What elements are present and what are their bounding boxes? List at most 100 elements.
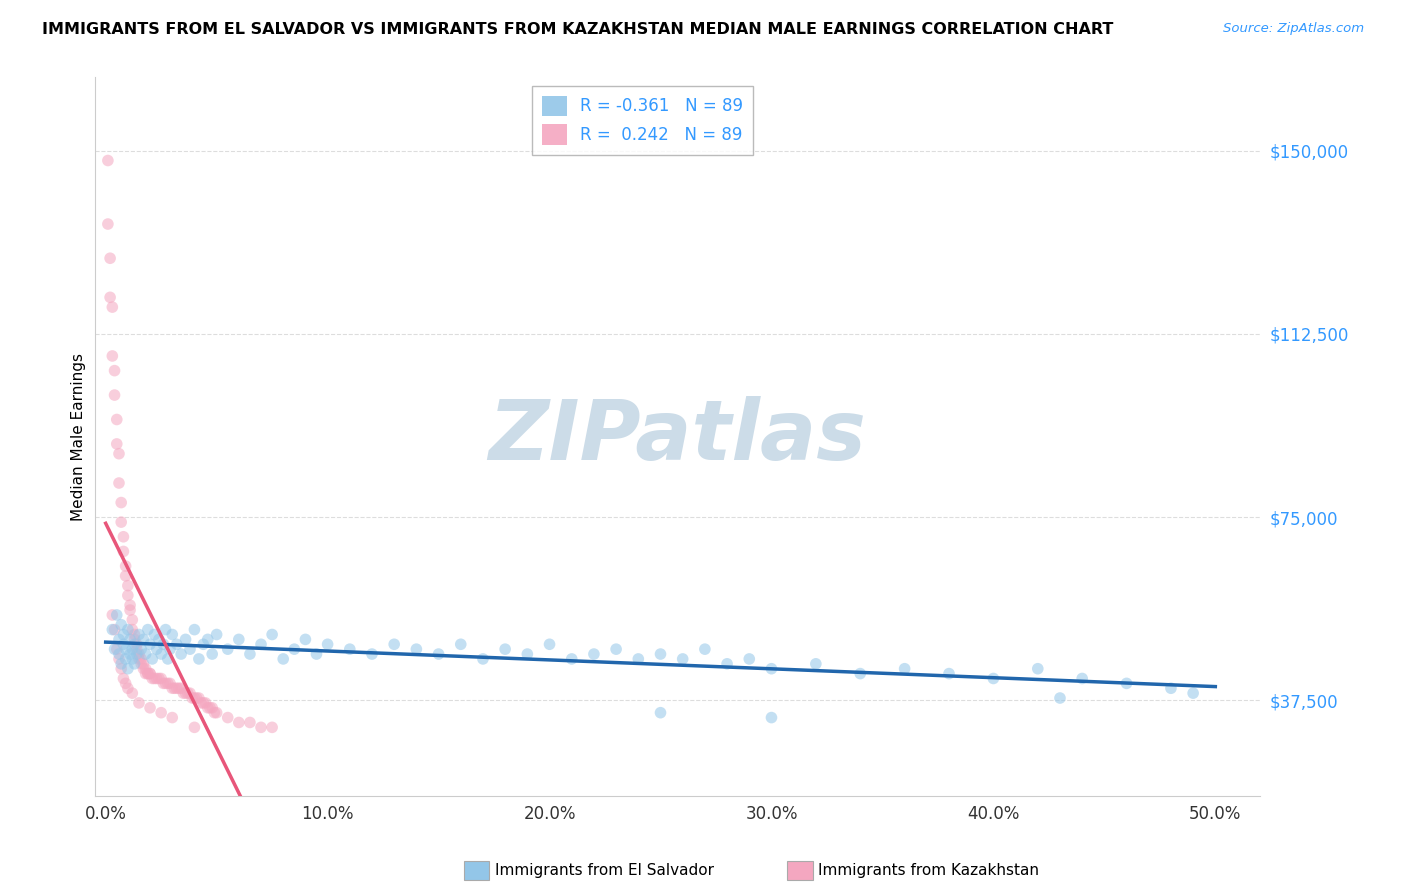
- Point: [121, 623, 143, 637]
- Point: [427, 647, 450, 661]
- Point: [124, 637, 146, 651]
- Point: [135, 666, 157, 681]
- Point: [117, 681, 139, 696]
- Point: [316, 637, 339, 651]
- Point: [382, 637, 405, 651]
- Point: [201, 647, 224, 661]
- Point: [605, 642, 627, 657]
- Point: [177, 686, 200, 700]
- Point: [627, 652, 650, 666]
- Point: [405, 642, 427, 657]
- Point: [124, 657, 146, 671]
- Point: [145, 672, 167, 686]
- Point: [98, 252, 121, 266]
- Point: [228, 632, 250, 647]
- Point: [97, 153, 120, 168]
- Point: [117, 589, 139, 603]
- Point: [112, 627, 135, 641]
- Point: [120, 647, 142, 661]
- Point: [108, 476, 131, 491]
- Point: [179, 642, 201, 657]
- Point: [159, 676, 181, 690]
- Point: [132, 632, 155, 647]
- Point: [114, 569, 136, 583]
- Point: [516, 647, 538, 661]
- Point: [139, 666, 162, 681]
- Point: [650, 706, 672, 720]
- Point: [938, 666, 960, 681]
- Point: [155, 676, 177, 690]
- Point: [105, 412, 128, 426]
- Point: [117, 662, 139, 676]
- Point: [187, 691, 209, 706]
- Point: [97, 217, 120, 231]
- Point: [167, 681, 190, 696]
- Point: [148, 672, 170, 686]
- Point: [121, 652, 143, 666]
- Point: [217, 710, 239, 724]
- Point: [1026, 662, 1049, 676]
- Point: [271, 652, 294, 666]
- Point: [201, 700, 224, 714]
- Point: [1182, 686, 1205, 700]
- Point: [139, 637, 162, 651]
- Point: [162, 627, 184, 641]
- Point: [582, 647, 605, 661]
- Point: [110, 515, 132, 529]
- Point: [141, 652, 163, 666]
- Point: [155, 623, 177, 637]
- Point: [170, 681, 193, 696]
- Point: [186, 691, 208, 706]
- Point: [152, 676, 174, 690]
- Point: [761, 662, 783, 676]
- Point: [117, 623, 139, 637]
- Point: [450, 637, 472, 651]
- Point: [101, 300, 124, 314]
- Point: [1160, 681, 1182, 696]
- Point: [143, 672, 166, 686]
- Point: [156, 676, 179, 690]
- Point: [194, 696, 217, 710]
- Point: [193, 637, 215, 651]
- Point: [108, 647, 131, 661]
- Point: [204, 706, 226, 720]
- Point: [183, 623, 205, 637]
- Point: [262, 627, 284, 641]
- Point: [129, 657, 152, 671]
- Point: [145, 642, 167, 657]
- Point: [294, 632, 316, 647]
- Point: [849, 666, 872, 681]
- Point: [98, 290, 121, 304]
- Point: [136, 666, 159, 681]
- Point: [197, 700, 219, 714]
- Point: [1071, 672, 1094, 686]
- Point: [193, 696, 215, 710]
- Point: [190, 696, 212, 710]
- Point: [101, 623, 124, 637]
- Point: [103, 388, 125, 402]
- Point: [561, 652, 583, 666]
- Point: [172, 686, 194, 700]
- Point: [187, 652, 209, 666]
- Point: [361, 647, 384, 661]
- Point: [110, 617, 132, 632]
- Point: [893, 662, 915, 676]
- Point: [283, 642, 305, 657]
- Point: [239, 647, 262, 661]
- Point: [163, 681, 186, 696]
- Point: [804, 657, 827, 671]
- Point: [141, 672, 163, 686]
- Point: [128, 696, 150, 710]
- Text: ZIPatlas: ZIPatlas: [488, 396, 866, 477]
- Point: [150, 647, 173, 661]
- Y-axis label: Median Male Earnings: Median Male Earnings: [72, 352, 86, 521]
- Point: [108, 447, 131, 461]
- Point: [538, 637, 561, 651]
- Point: [136, 623, 159, 637]
- Point: [166, 637, 188, 651]
- Point: [183, 691, 205, 706]
- Point: [125, 642, 148, 657]
- Point: [129, 652, 152, 666]
- Point: [124, 627, 146, 641]
- Point: [108, 632, 131, 647]
